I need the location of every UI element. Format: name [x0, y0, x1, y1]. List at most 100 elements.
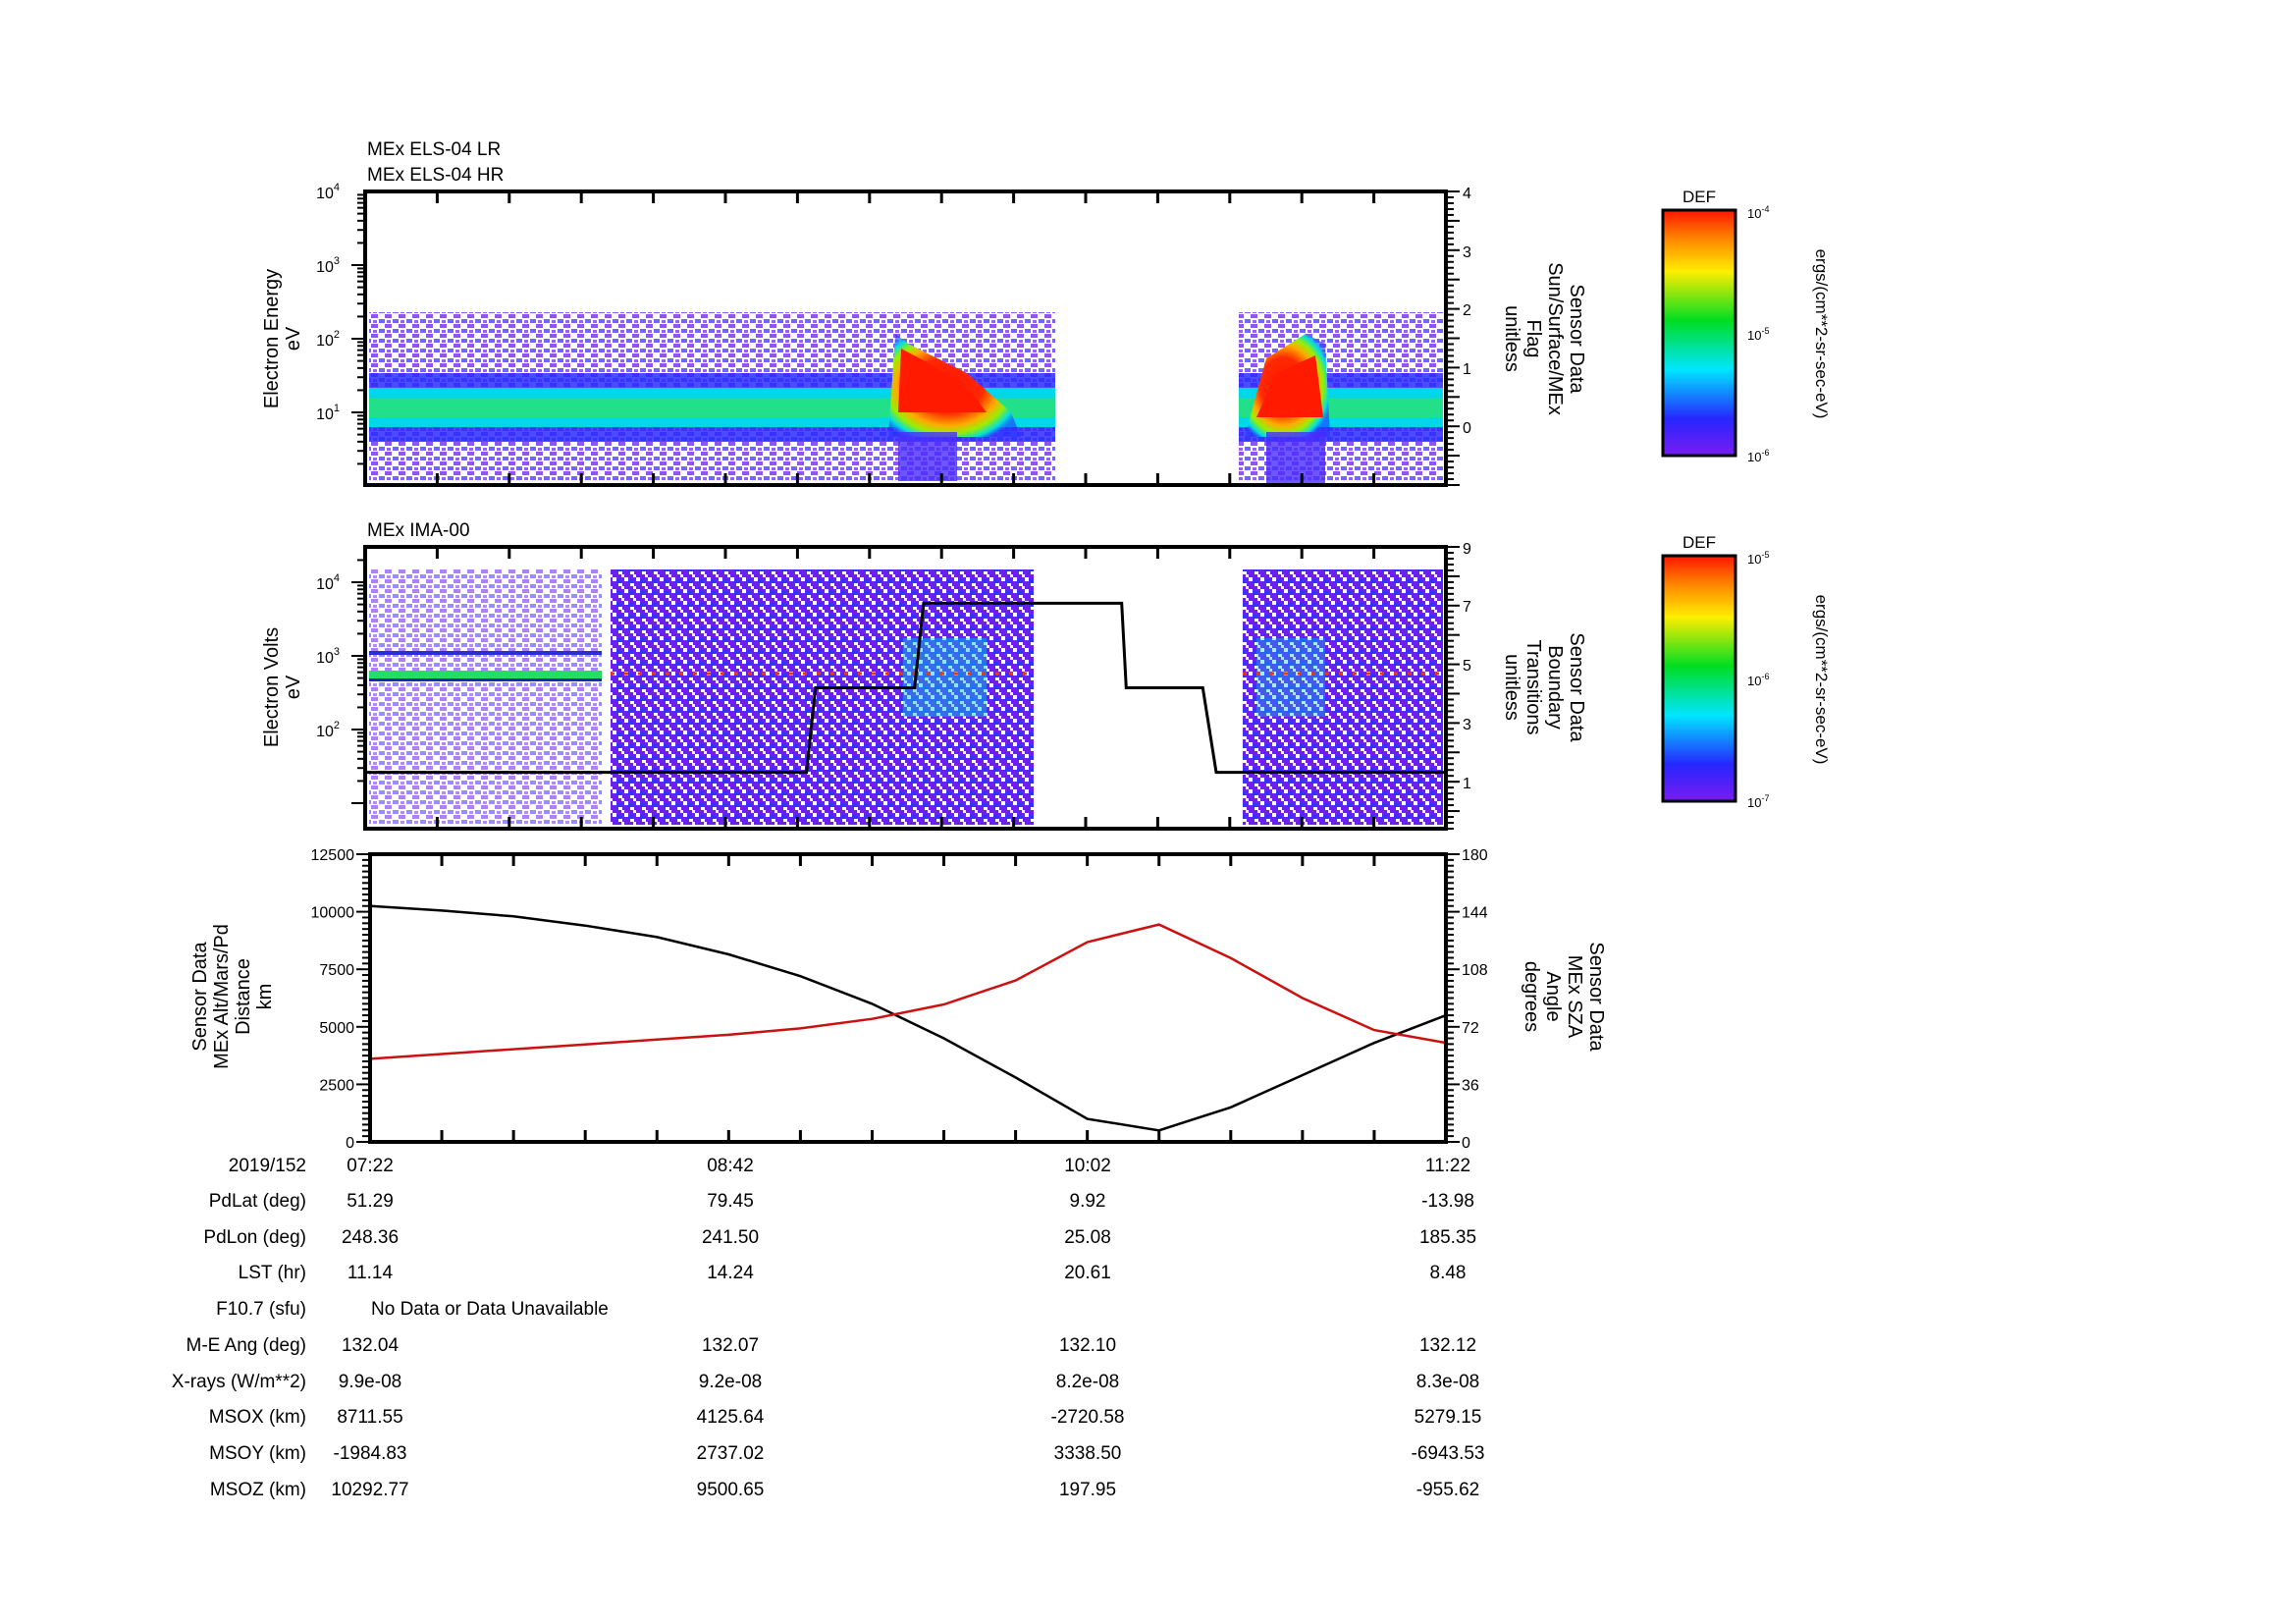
- svg-text:0: 0: [346, 1135, 354, 1152]
- svg-text:5000: 5000: [319, 1020, 354, 1037]
- table-cell: 8.2e-08: [1055, 1371, 1120, 1392]
- table-cell: -2720.58: [1050, 1407, 1125, 1429]
- table-cell: -955.62: [1415, 1479, 1480, 1500]
- svg-text:Sensor Data: Sensor Data: [1566, 632, 1587, 742]
- table-cell: -6943.53: [1411, 1442, 1485, 1464]
- table-cell: 197.95: [1058, 1479, 1117, 1500]
- els-rtick-0: 0: [1463, 420, 1471, 437]
- table-cell: 248.36: [341, 1226, 400, 1248]
- els-colorbar-title: DEF: [1682, 188, 1716, 206]
- row-label: MSOZ (km): [209, 1479, 306, 1500]
- svg-text:108: 108: [1462, 962, 1488, 979]
- date-label: 2019/152: [228, 1156, 306, 1176]
- table-cell: 9.92: [1069, 1191, 1106, 1212]
- els-title-hr: MEx ELS-04 HR: [367, 165, 504, 186]
- table-cell: 132.04: [341, 1334, 400, 1356]
- table-cell: 8.3e-08: [1415, 1371, 1480, 1392]
- table-cell: 8711.55: [337, 1407, 403, 1429]
- ima-rtick-3: 3: [1463, 717, 1471, 733]
- svg-text:72: 72: [1462, 1020, 1479, 1037]
- svg-text:MEx Alt/Mars/Pd: MEx Alt/Mars/Pd: [211, 924, 233, 1069]
- els-left-axis: 104 103 102 101: [316, 182, 365, 465]
- svg-text:Sensor Data: Sensor Data: [1566, 284, 1587, 394]
- row-label: MSOY (km): [209, 1442, 306, 1464]
- ima-right-label: Sensor Data Boundary Transitions unitles…: [1501, 632, 1587, 742]
- ima-title: MEx IMA-00: [367, 520, 470, 541]
- time-label-0: 07:22: [347, 1156, 394, 1176]
- els-rtick-4: 4: [1463, 186, 1471, 202]
- table-cell: 132.10: [1058, 1334, 1117, 1356]
- row-label: PdLon (deg): [203, 1226, 306, 1248]
- svg-text:Distance: Distance: [233, 958, 254, 1035]
- table-cell: 185.35: [1418, 1226, 1477, 1248]
- table-cell: 25.08: [1064, 1226, 1111, 1248]
- els-right-label: Sensor Data Sun/Surface/MEx Flag unitles…: [1501, 262, 1587, 415]
- ima-spectrogram: [369, 569, 1443, 825]
- time-label-3: 11:22: [1424, 1156, 1471, 1176]
- no-data-note: No Data or Data Unavailable: [371, 1299, 609, 1321]
- table-cell: 132.12: [1418, 1334, 1477, 1356]
- ima-ytick-1e2: 102: [316, 720, 340, 740]
- els-ytick-1e4: 104: [316, 182, 340, 202]
- table-cell: 9500.65: [696, 1479, 765, 1500]
- row-label: X-rays (W/m**2): [171, 1371, 306, 1392]
- svg-text:2500: 2500: [319, 1077, 354, 1094]
- row-label: LST (hr): [238, 1263, 306, 1284]
- table-cell: 2737.02: [696, 1442, 765, 1464]
- els-right-axis: 4 3 2 1 0: [1446, 186, 1471, 486]
- row-label: F10.7 (sfu): [216, 1299, 306, 1321]
- svg-text:eV: eV: [283, 675, 304, 699]
- svg-text:0: 0: [1462, 1135, 1470, 1152]
- svg-text:unitless: unitless: [1501, 305, 1522, 372]
- orbit-right-label: Sensor Data MEx SZA Angle degrees: [1521, 942, 1607, 1052]
- els-rtick-2: 2: [1463, 302, 1471, 319]
- time-label-2: 10:02: [1064, 1156, 1111, 1176]
- els-cbar-mid: 10-5: [1747, 326, 1769, 343]
- svg-text:180: 180: [1462, 847, 1488, 864]
- els-cbar-max: 10-4: [1747, 204, 1769, 221]
- svg-text:Boundary: Boundary: [1544, 645, 1566, 730]
- ima-rtick-7: 7: [1463, 599, 1471, 616]
- ima-right-axis: 9 7 5 3 1: [1446, 541, 1471, 830]
- row-label: MSOX (km): [208, 1407, 306, 1429]
- ima-cbar-min: 10-7: [1747, 793, 1769, 810]
- orbit-frame: [368, 852, 1448, 1144]
- svg-text:degrees: degrees: [1521, 961, 1542, 1032]
- els-ytick-1e2: 102: [316, 329, 340, 350]
- ima-left-axis: 104 103 102: [316, 559, 365, 804]
- els-ytick-1e1: 101: [316, 403, 340, 423]
- els-ylabel: Electron Energy eV: [261, 269, 304, 408]
- table-cell: 241.50: [701, 1226, 760, 1248]
- table-cell: 4125.64: [696, 1407, 765, 1429]
- ima-rtick-9: 9: [1463, 541, 1471, 558]
- sza-line: [369, 923, 1447, 1060]
- els-title-lr: MEx ELS-04 LR: [367, 139, 501, 160]
- svg-text:km: km: [254, 984, 276, 1010]
- ima-ytick-1e3: 103: [316, 646, 340, 667]
- svg-text:10000: 10000: [311, 905, 355, 922]
- svg-text:Angle: Angle: [1542, 971, 1564, 1021]
- orbit-ylabel: Sensor Data MEx Alt/Mars/Pd Distance km: [189, 924, 276, 1069]
- table-cell: 9.9e-08: [338, 1371, 402, 1392]
- table-cell: 132.07: [701, 1334, 760, 1356]
- svg-text:unitless: unitless: [1501, 654, 1522, 721]
- ima-ytick-1e4: 104: [316, 572, 340, 593]
- svg-text:12500: 12500: [311, 847, 355, 864]
- table-cell: -1984.83: [333, 1442, 407, 1464]
- ima-cbar-unit: ergs/(cm**2-sr-sec-eV): [1812, 595, 1831, 765]
- svg-text:36: 36: [1462, 1077, 1479, 1094]
- svg-text:Sensor Data: Sensor Data: [1585, 942, 1607, 1052]
- row-label: PdLat (deg): [208, 1191, 306, 1212]
- els-ytick-1e3: 103: [316, 255, 340, 276]
- svg-text:Flag: Flag: [1522, 320, 1544, 358]
- ima-ylabel: Electron Volts eV: [261, 627, 304, 747]
- svg-text:eV: eV: [283, 326, 304, 351]
- ima-colorbar-title: DEF: [1682, 533, 1716, 552]
- boundary-transitions-line: [365, 601, 1446, 775]
- ima-cbar-max: 10-5: [1747, 550, 1769, 567]
- svg-text:Sensor Data: Sensor Data: [189, 942, 211, 1052]
- svg-text:Transitions: Transitions: [1522, 639, 1544, 734]
- ima-rtick-5: 5: [1463, 658, 1471, 675]
- ima-cbar-mid: 10-6: [1747, 672, 1769, 688]
